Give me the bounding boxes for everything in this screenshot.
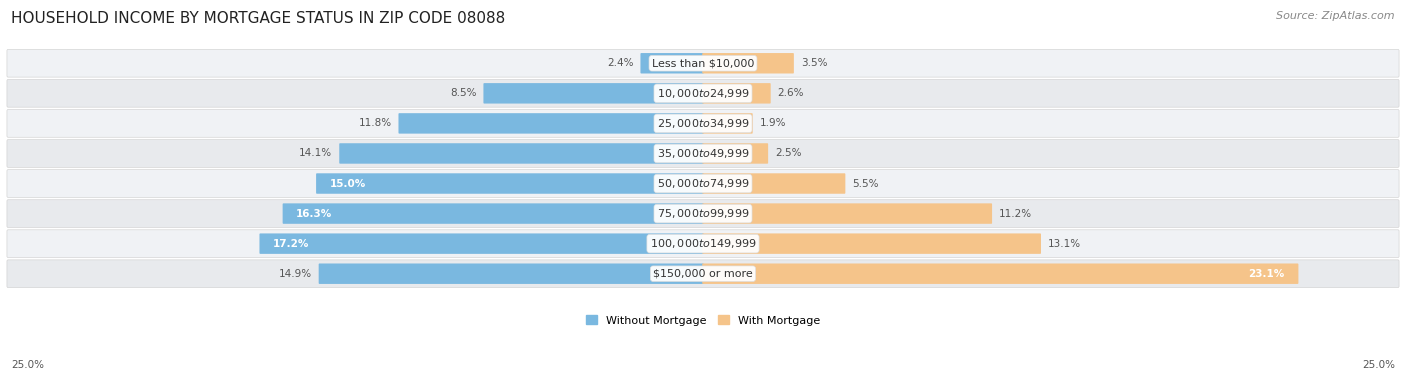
- FancyBboxPatch shape: [702, 53, 794, 73]
- Text: 1.9%: 1.9%: [759, 118, 786, 129]
- FancyBboxPatch shape: [702, 203, 993, 224]
- Text: 5.5%: 5.5%: [852, 178, 879, 189]
- FancyBboxPatch shape: [7, 50, 1399, 77]
- Text: 3.5%: 3.5%: [801, 58, 827, 68]
- FancyBboxPatch shape: [7, 200, 1399, 228]
- Text: $35,000 to $49,999: $35,000 to $49,999: [657, 147, 749, 160]
- Text: 14.1%: 14.1%: [299, 149, 332, 158]
- Text: HOUSEHOLD INCOME BY MORTGAGE STATUS IN ZIP CODE 08088: HOUSEHOLD INCOME BY MORTGAGE STATUS IN Z…: [11, 11, 506, 26]
- FancyBboxPatch shape: [7, 170, 1399, 197]
- FancyBboxPatch shape: [339, 143, 704, 164]
- FancyBboxPatch shape: [641, 53, 704, 73]
- FancyBboxPatch shape: [702, 173, 845, 194]
- Text: $50,000 to $74,999: $50,000 to $74,999: [657, 177, 749, 190]
- FancyBboxPatch shape: [7, 139, 1399, 167]
- FancyBboxPatch shape: [7, 260, 1399, 288]
- Text: 11.8%: 11.8%: [359, 118, 391, 129]
- Text: 25.0%: 25.0%: [11, 361, 44, 370]
- Text: 13.1%: 13.1%: [1047, 239, 1081, 249]
- Legend: Without Mortgage, With Mortgage: Without Mortgage, With Mortgage: [586, 315, 820, 325]
- FancyBboxPatch shape: [702, 113, 752, 133]
- Text: 16.3%: 16.3%: [297, 209, 333, 218]
- Text: $100,000 to $149,999: $100,000 to $149,999: [650, 237, 756, 250]
- FancyBboxPatch shape: [702, 234, 1040, 254]
- Text: 14.9%: 14.9%: [278, 269, 312, 279]
- FancyBboxPatch shape: [702, 83, 770, 104]
- FancyBboxPatch shape: [283, 203, 704, 224]
- FancyBboxPatch shape: [7, 79, 1399, 107]
- FancyBboxPatch shape: [702, 263, 1298, 284]
- Text: 25.0%: 25.0%: [1362, 361, 1395, 370]
- FancyBboxPatch shape: [319, 263, 704, 284]
- Text: 23.1%: 23.1%: [1249, 269, 1285, 279]
- FancyBboxPatch shape: [7, 230, 1399, 257]
- Text: $150,000 or more: $150,000 or more: [654, 269, 752, 279]
- FancyBboxPatch shape: [7, 110, 1399, 137]
- Text: 2.6%: 2.6%: [778, 88, 804, 98]
- FancyBboxPatch shape: [260, 234, 704, 254]
- FancyBboxPatch shape: [398, 113, 704, 133]
- Text: 17.2%: 17.2%: [273, 239, 309, 249]
- Text: Less than $10,000: Less than $10,000: [652, 58, 754, 68]
- Text: $75,000 to $99,999: $75,000 to $99,999: [657, 207, 749, 220]
- Text: 2.4%: 2.4%: [607, 58, 634, 68]
- Text: 2.5%: 2.5%: [775, 149, 801, 158]
- Text: 11.2%: 11.2%: [1000, 209, 1032, 218]
- FancyBboxPatch shape: [702, 143, 768, 164]
- Text: $10,000 to $24,999: $10,000 to $24,999: [657, 87, 749, 100]
- FancyBboxPatch shape: [316, 173, 704, 194]
- Text: Source: ZipAtlas.com: Source: ZipAtlas.com: [1277, 11, 1395, 21]
- Text: 15.0%: 15.0%: [330, 178, 366, 189]
- Text: 8.5%: 8.5%: [450, 88, 477, 98]
- FancyBboxPatch shape: [484, 83, 704, 104]
- Text: $25,000 to $34,999: $25,000 to $34,999: [657, 117, 749, 130]
